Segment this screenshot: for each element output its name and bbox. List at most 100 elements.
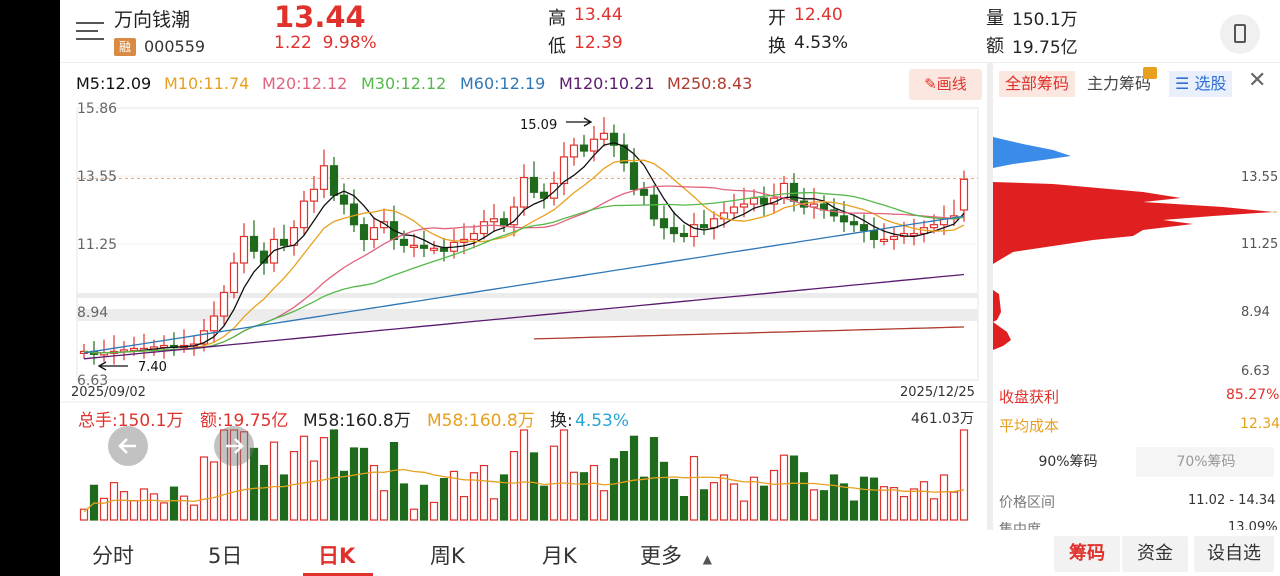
volume-bar <box>159 502 169 521</box>
volume-bar <box>519 429 529 521</box>
tab-monthly-k[interactable]: 月K <box>542 544 577 568</box>
volume-bar <box>619 451 629 521</box>
lock-icon <box>1143 67 1157 79</box>
candle <box>679 232 689 238</box>
volume-bar <box>439 478 449 521</box>
band <box>77 309 978 321</box>
volume-bar <box>879 486 889 521</box>
turnover-value: 4.53% <box>794 33 849 53</box>
volume-bar <box>659 461 669 521</box>
volume-bar <box>539 485 549 521</box>
add-watchlist-button[interactable]: 设自选 <box>1194 536 1274 572</box>
tab-intraday[interactable]: 分时 <box>92 544 134 568</box>
chip-axis-label: 8.94 <box>1241 305 1270 320</box>
volume-label: 4.53% <box>575 411 629 431</box>
y-tick-label: 11.25 <box>77 237 117 253</box>
candle <box>209 315 219 332</box>
next-arrow-button[interactable] <box>214 426 254 466</box>
low-value: 12.39 <box>574 33 623 53</box>
stock-code: 000559 <box>144 37 206 56</box>
candle <box>429 247 439 251</box>
volume-bar <box>179 495 189 521</box>
candle <box>959 178 969 211</box>
y-tick-label: 13.55 <box>77 169 117 185</box>
candle <box>739 203 749 208</box>
candle <box>729 206 739 214</box>
chips-button[interactable]: 筹码 <box>1054 536 1120 572</box>
candle <box>689 224 699 238</box>
tab-more[interactable]: 更多 ▲ <box>640 544 712 568</box>
volume-bar <box>799 472 809 521</box>
candle <box>479 221 489 235</box>
volume-bar <box>639 476 649 521</box>
candle <box>929 224 939 229</box>
candle <box>499 218 509 226</box>
volume-label: M58:160.8万 <box>303 411 411 431</box>
funds-button[interactable]: 资金 <box>1122 536 1188 572</box>
profit-label: 收盘获利 <box>999 388 1060 406</box>
volume-bar <box>459 496 469 521</box>
ma120-line <box>83 273 965 360</box>
menu-icon[interactable] <box>76 20 104 42</box>
candle <box>439 247 449 252</box>
volume-bar <box>709 482 719 521</box>
open-value: 12.40 <box>794 5 843 25</box>
chip-axis-label: 11.25 <box>1241 237 1278 252</box>
ma5-line <box>83 142 965 354</box>
volume-value: 150.1万 <box>1012 10 1078 30</box>
y-tick-label: 8.94 <box>77 305 108 321</box>
seg-90-button[interactable]: 90%筹码 <box>1000 447 1136 477</box>
volume-bar <box>839 483 849 521</box>
amount-value: 19.75亿 <box>1012 38 1078 58</box>
high-label: 高 <box>548 8 566 29</box>
ma60-line <box>83 215 965 354</box>
ma30-value: M30:12.12 <box>361 74 447 93</box>
candle <box>699 224 709 229</box>
avg-cost-label: 平均成本 <box>999 417 1060 435</box>
volume-bar <box>689 455 699 521</box>
margin-badge: 融 <box>114 38 136 56</box>
tab-all-chips[interactable]: 全部筹码 <box>999 71 1076 97</box>
volume-bar <box>449 470 459 521</box>
candle <box>569 144 579 158</box>
tab-5day[interactable]: 5日 <box>208 544 243 568</box>
device-switch-icon[interactable] <box>1220 14 1260 54</box>
candle <box>789 182 799 202</box>
end-date: 2025/12/25 <box>900 385 975 400</box>
volume-bar <box>169 486 179 521</box>
candle <box>659 218 669 229</box>
candle <box>299 200 309 229</box>
ma30-line <box>83 191 965 354</box>
volume-bar <box>569 471 579 521</box>
volume-bar <box>199 456 209 521</box>
candle <box>759 197 769 205</box>
candle <box>129 347 139 352</box>
candle <box>379 221 389 229</box>
candle <box>199 330 209 345</box>
volume-bar <box>589 464 599 521</box>
volume-label: 量 <box>986 8 1004 29</box>
tab-weekly-k[interactable]: 周K <box>430 544 465 568</box>
ma5-value: M5:12.09 <box>76 74 152 93</box>
tab-main-chips[interactable]: 主力筹码 <box>1087 74 1152 93</box>
volume-bar <box>889 487 899 521</box>
stock-select-button[interactable]: ☰ 选股 <box>1169 71 1233 97</box>
volume-bar <box>99 497 109 521</box>
volume-bar <box>129 500 139 521</box>
low-arrow <box>97 361 128 371</box>
candle <box>249 235 259 252</box>
prev-arrow-button[interactable] <box>108 426 148 466</box>
volume-bar <box>499 474 509 521</box>
close-icon[interactable]: ✕ <box>1248 68 1267 93</box>
tab-daily-k[interactable]: 日K <box>318 544 356 568</box>
candle <box>749 197 759 205</box>
candle <box>309 188 319 202</box>
seg-70-button[interactable]: 70%筹码 <box>1176 454 1236 470</box>
volume-bar <box>139 488 149 521</box>
candle <box>339 194 349 205</box>
candle <box>879 238 889 243</box>
draw-line-button[interactable]: ✎画线 <box>909 69 982 100</box>
candle <box>409 244 419 248</box>
volume-label: M58:160.8万 <box>427 411 535 431</box>
